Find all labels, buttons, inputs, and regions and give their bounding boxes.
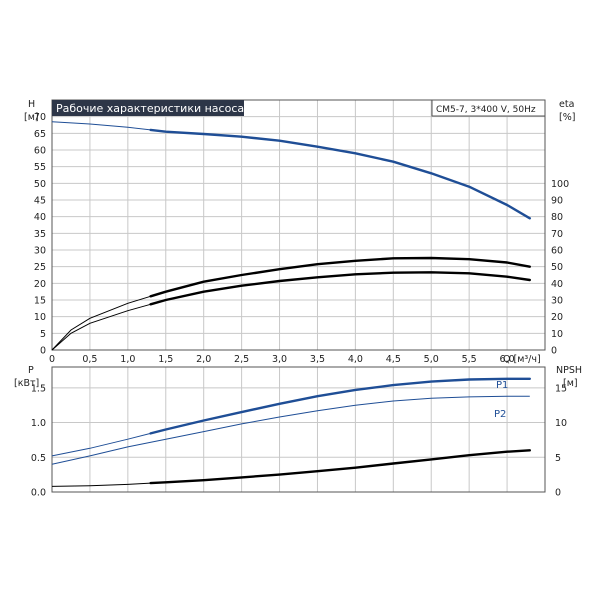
x-tick-label: 2,0 — [196, 354, 211, 365]
bottom-series-2-line-thin — [51, 482, 151, 487]
bottom-y-ticks-left: 0.0 0.5 1.0 1.5 — [31, 383, 46, 498]
y-left-tick-label: 55 — [34, 162, 46, 173]
y-left-tick-label: 1.0 — [31, 418, 46, 429]
y-right-tick-label: 80 — [551, 212, 563, 223]
y-left-tick-label: 50 — [34, 179, 46, 190]
y-right-unit-NPSH: [м] — [563, 378, 578, 389]
y-left-name-P: P — [28, 365, 34, 376]
top-panel: Рабочие характеристики насоса CM5-7, 3*4… — [24, 99, 575, 365]
y-right-tick-label: 30 — [551, 296, 563, 307]
y-right-tick-label: 40 — [551, 279, 563, 290]
y-left-tick-label: 30 — [34, 246, 46, 257]
y-left-tick-label: 40 — [34, 212, 46, 223]
top-series — [51, 121, 531, 351]
top-series-2-line-thick — [149, 271, 531, 306]
top-x-ticks: 0 0,5 1,0 1,5 2,0 2,5 3,0 3,5 4,0 4,5 5,0 5,5 6,0 — [49, 354, 515, 365]
y-left-tick-label: 70 — [34, 112, 46, 123]
bottom-plot-frame — [51, 366, 546, 493]
top-plot-frame — [51, 99, 546, 351]
y-left-tick-label: 45 — [34, 196, 46, 207]
y-left-name-H: H — [28, 99, 35, 110]
y-right-tick-label: 0 — [555, 488, 561, 499]
title-box: Рабочие характеристики насоса — [52, 100, 244, 116]
top-y-ticks-left: 0 5 10 15 20 25 30 35 40 45 50 55 60 65 70 — [34, 112, 46, 356]
bottom-series-0-line-thick — [149, 377, 531, 435]
y-left-tick-label: 65 — [34, 129, 46, 140]
y-left-tick-label: 5 — [40, 329, 46, 340]
top-series-0-line-thin — [51, 121, 151, 131]
x-tick-label: 3,0 — [272, 354, 287, 365]
y-left-tick-label: 60 — [34, 146, 46, 157]
y-right-name-eta: eta — [559, 99, 574, 110]
y-right-tick-label: 90 — [551, 196, 563, 207]
x-tick-label: 0 — [49, 354, 55, 365]
x-tick-label: 1,0 — [120, 354, 135, 365]
y-left-tick-label: 0 — [40, 346, 46, 357]
legend-label-P2: P2 — [494, 409, 506, 420]
y-right-tick-label: 20 — [551, 312, 563, 323]
chart-title: Рабочие характеристики насоса — [56, 102, 244, 115]
y-right-name-NPSH: NPSH — [556, 365, 582, 376]
y-right-tick-label: 50 — [551, 262, 563, 273]
y-right-tick-label: 0 — [551, 346, 557, 357]
y-left-tick-label: 0.5 — [31, 453, 46, 464]
top-series-1-line-thin — [51, 295, 151, 351]
y-right-tick-label: 70 — [551, 229, 563, 240]
bottom-y-ticks-right: 0 5 10 15 — [555, 383, 567, 498]
legend-label-P1: P1 — [496, 380, 508, 391]
x-tick-label: 5,0 — [424, 354, 439, 365]
x-tick-label: 1,5 — [158, 354, 173, 365]
y-left-tick-label: 25 — [34, 262, 46, 273]
top-grid — [51, 100, 545, 351]
top-series-2-line-thin — [51, 303, 151, 351]
top-y-ticks-right: 0 10 20 30 40 50 60 70 80 90 100 — [551, 179, 569, 357]
y-right-tick-label: 60 — [551, 246, 563, 257]
x-tick-label: 4,0 — [348, 354, 363, 365]
bottom-series-1-line-thin — [51, 395, 530, 465]
y-left-tick-label: 15 — [34, 296, 46, 307]
x-tick-label: 0,5 — [82, 354, 97, 365]
bottom-series-0-line-thin — [51, 432, 151, 457]
y-right-tick-label: 10 — [551, 329, 563, 340]
x-tick-label: 4,5 — [386, 354, 401, 365]
y-left-tick-label: 1.5 — [31, 383, 46, 394]
y-left-unit-P: [кВт] — [14, 378, 39, 389]
x-tick-label: 2,5 — [234, 354, 249, 365]
y-right-tick-label: 15 — [555, 383, 567, 394]
x-tick-label: 5,5 — [462, 354, 477, 365]
chart-subtitle: CM5-7, 3*400 V, 50Hz — [436, 105, 536, 115]
y-left-tick-label: 20 — [34, 279, 46, 290]
x-axis-label: Q [м³/ч] — [503, 354, 541, 365]
y-right-tick-label: 10 — [555, 418, 567, 429]
x-tick-label: 6,0 — [500, 354, 515, 365]
y-right-unit-eta: [%] — [559, 112, 575, 123]
y-left-tick-label: 10 — [34, 312, 46, 323]
bottom-series-2-line-thick — [149, 449, 531, 485]
top-series-1-line-thick — [149, 256, 531, 298]
y-left-tick-label: 35 — [34, 229, 46, 240]
y-right-tick-label: 100 — [551, 179, 569, 190]
top-series-0-line-thick — [149, 128, 531, 220]
subtitle-box: CM5-7, 3*400 V, 50Hz — [431, 99, 546, 117]
y-left-unit-H: [м] — [24, 112, 39, 123]
bottom-series — [51, 377, 531, 487]
x-tick-label: 3,5 — [310, 354, 325, 365]
y-right-tick-label: 5 — [555, 453, 561, 464]
y-left-tick-label: 0.0 — [31, 488, 46, 499]
